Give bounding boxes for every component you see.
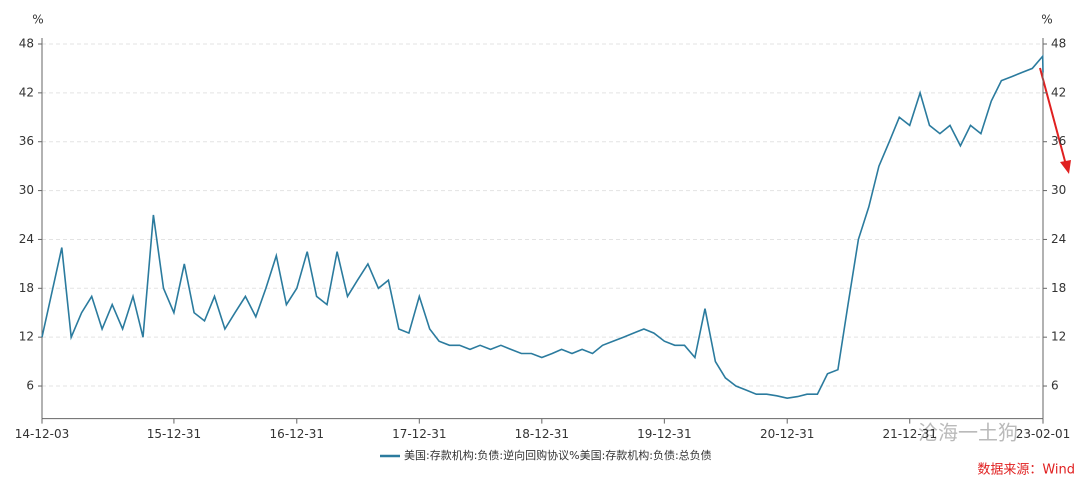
x-tick-label: 21-12-31 bbox=[883, 427, 937, 441]
x-tick-label: 19-12-31 bbox=[637, 427, 691, 441]
y-tick-label: 18 bbox=[19, 281, 34, 295]
y2-tick-label: 12 bbox=[1051, 330, 1066, 344]
x-tick-label: 17-12-31 bbox=[392, 427, 446, 441]
y-tick-label: 30 bbox=[19, 183, 34, 197]
y-tick-label: 48 bbox=[19, 37, 34, 51]
y-unit-left: % bbox=[32, 13, 43, 27]
line bbox=[41, 54, 1044, 400]
y2-tick-label: 24 bbox=[1051, 232, 1066, 246]
y2-tick-label: 36 bbox=[1051, 134, 1066, 148]
y-tick-label: 42 bbox=[19, 85, 34, 99]
x-tick-label: 18-12-31 bbox=[515, 427, 569, 441]
y-tick-label: 36 bbox=[19, 134, 34, 148]
y2-tick-label: 30 bbox=[1051, 183, 1066, 197]
x-tick-label: 23-02-01 bbox=[1016, 427, 1070, 441]
y2-tick-label: 42 bbox=[1051, 85, 1066, 99]
y-tick-label: 24 bbox=[19, 232, 34, 246]
watermark: 沧海一土狗 bbox=[918, 421, 1018, 445]
legend-label: 美国:存款机构:负债:逆向回购协议%美国:存款机构:负债:总负债 bbox=[404, 448, 712, 462]
y-tick-label: 12 bbox=[19, 330, 34, 344]
y-tick-label: 6 bbox=[26, 379, 34, 393]
y2-tick-label: 48 bbox=[1051, 37, 1066, 51]
x-tick-label: 15-12-31 bbox=[147, 427, 201, 441]
source: 数据来源：Wind bbox=[977, 463, 1075, 478]
x-tick-label: 16-12-31 bbox=[270, 427, 324, 441]
y2-tick-label: 6 bbox=[1051, 379, 1059, 393]
y2-tick-label: 18 bbox=[1051, 281, 1066, 295]
y-unit-right: % bbox=[1041, 13, 1052, 27]
annotation-arrow bbox=[1039, 67, 1071, 174]
x-tick-label: 20-12-31 bbox=[760, 427, 814, 441]
x-tick-label: 14-12-03 bbox=[15, 427, 69, 441]
